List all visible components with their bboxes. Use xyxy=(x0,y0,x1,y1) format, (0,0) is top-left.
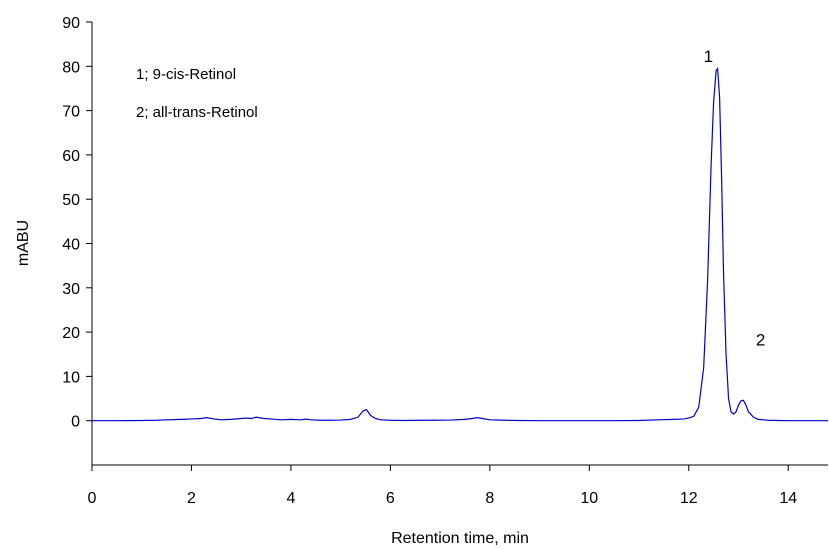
legend-entry-1: 1; 9-cis-Retinol xyxy=(136,66,236,83)
x-tick-label: 10 xyxy=(580,490,598,507)
y-tick-label: 0 xyxy=(71,414,80,431)
chromatogram-trace xyxy=(92,66,828,422)
x-tick-label: 4 xyxy=(286,490,295,507)
legend: 1; 9-cis-Retinol 2; all-trans-Retinol xyxy=(136,66,258,121)
y-axis-title: mABU xyxy=(15,220,32,266)
x-axis-ticks: 0 2 4 6 8 10 12 14 xyxy=(88,465,797,507)
x-tick-label: 14 xyxy=(779,490,797,507)
y-tick-label: 60 xyxy=(62,148,80,165)
y-tick-label: 20 xyxy=(62,325,80,342)
x-tick-label: 12 xyxy=(680,490,698,507)
peak-label-2: 2 xyxy=(756,330,765,349)
y-tick-label: 30 xyxy=(62,281,80,298)
x-tick-label: 6 xyxy=(386,490,395,507)
y-tick-label: 50 xyxy=(62,192,80,209)
y-tick-label: 90 xyxy=(62,15,80,32)
y-tick-label: 70 xyxy=(62,104,80,121)
y-tick-label: 40 xyxy=(62,237,80,254)
y-tick-label: 80 xyxy=(62,59,80,76)
peak-label-1: 1 xyxy=(704,47,713,66)
y-axis-ticks: 0 10 20 30 40 50 60 70 80 90 xyxy=(62,15,92,431)
y-tick-label: 10 xyxy=(62,369,80,386)
legend-entry-2: 2; all-trans-Retinol xyxy=(136,104,258,121)
x-tick-label: 0 xyxy=(88,490,97,507)
x-tick-label: 2 xyxy=(187,490,196,507)
x-axis-title: Retention time, min xyxy=(391,530,529,547)
x-tick-label: 8 xyxy=(485,490,494,507)
